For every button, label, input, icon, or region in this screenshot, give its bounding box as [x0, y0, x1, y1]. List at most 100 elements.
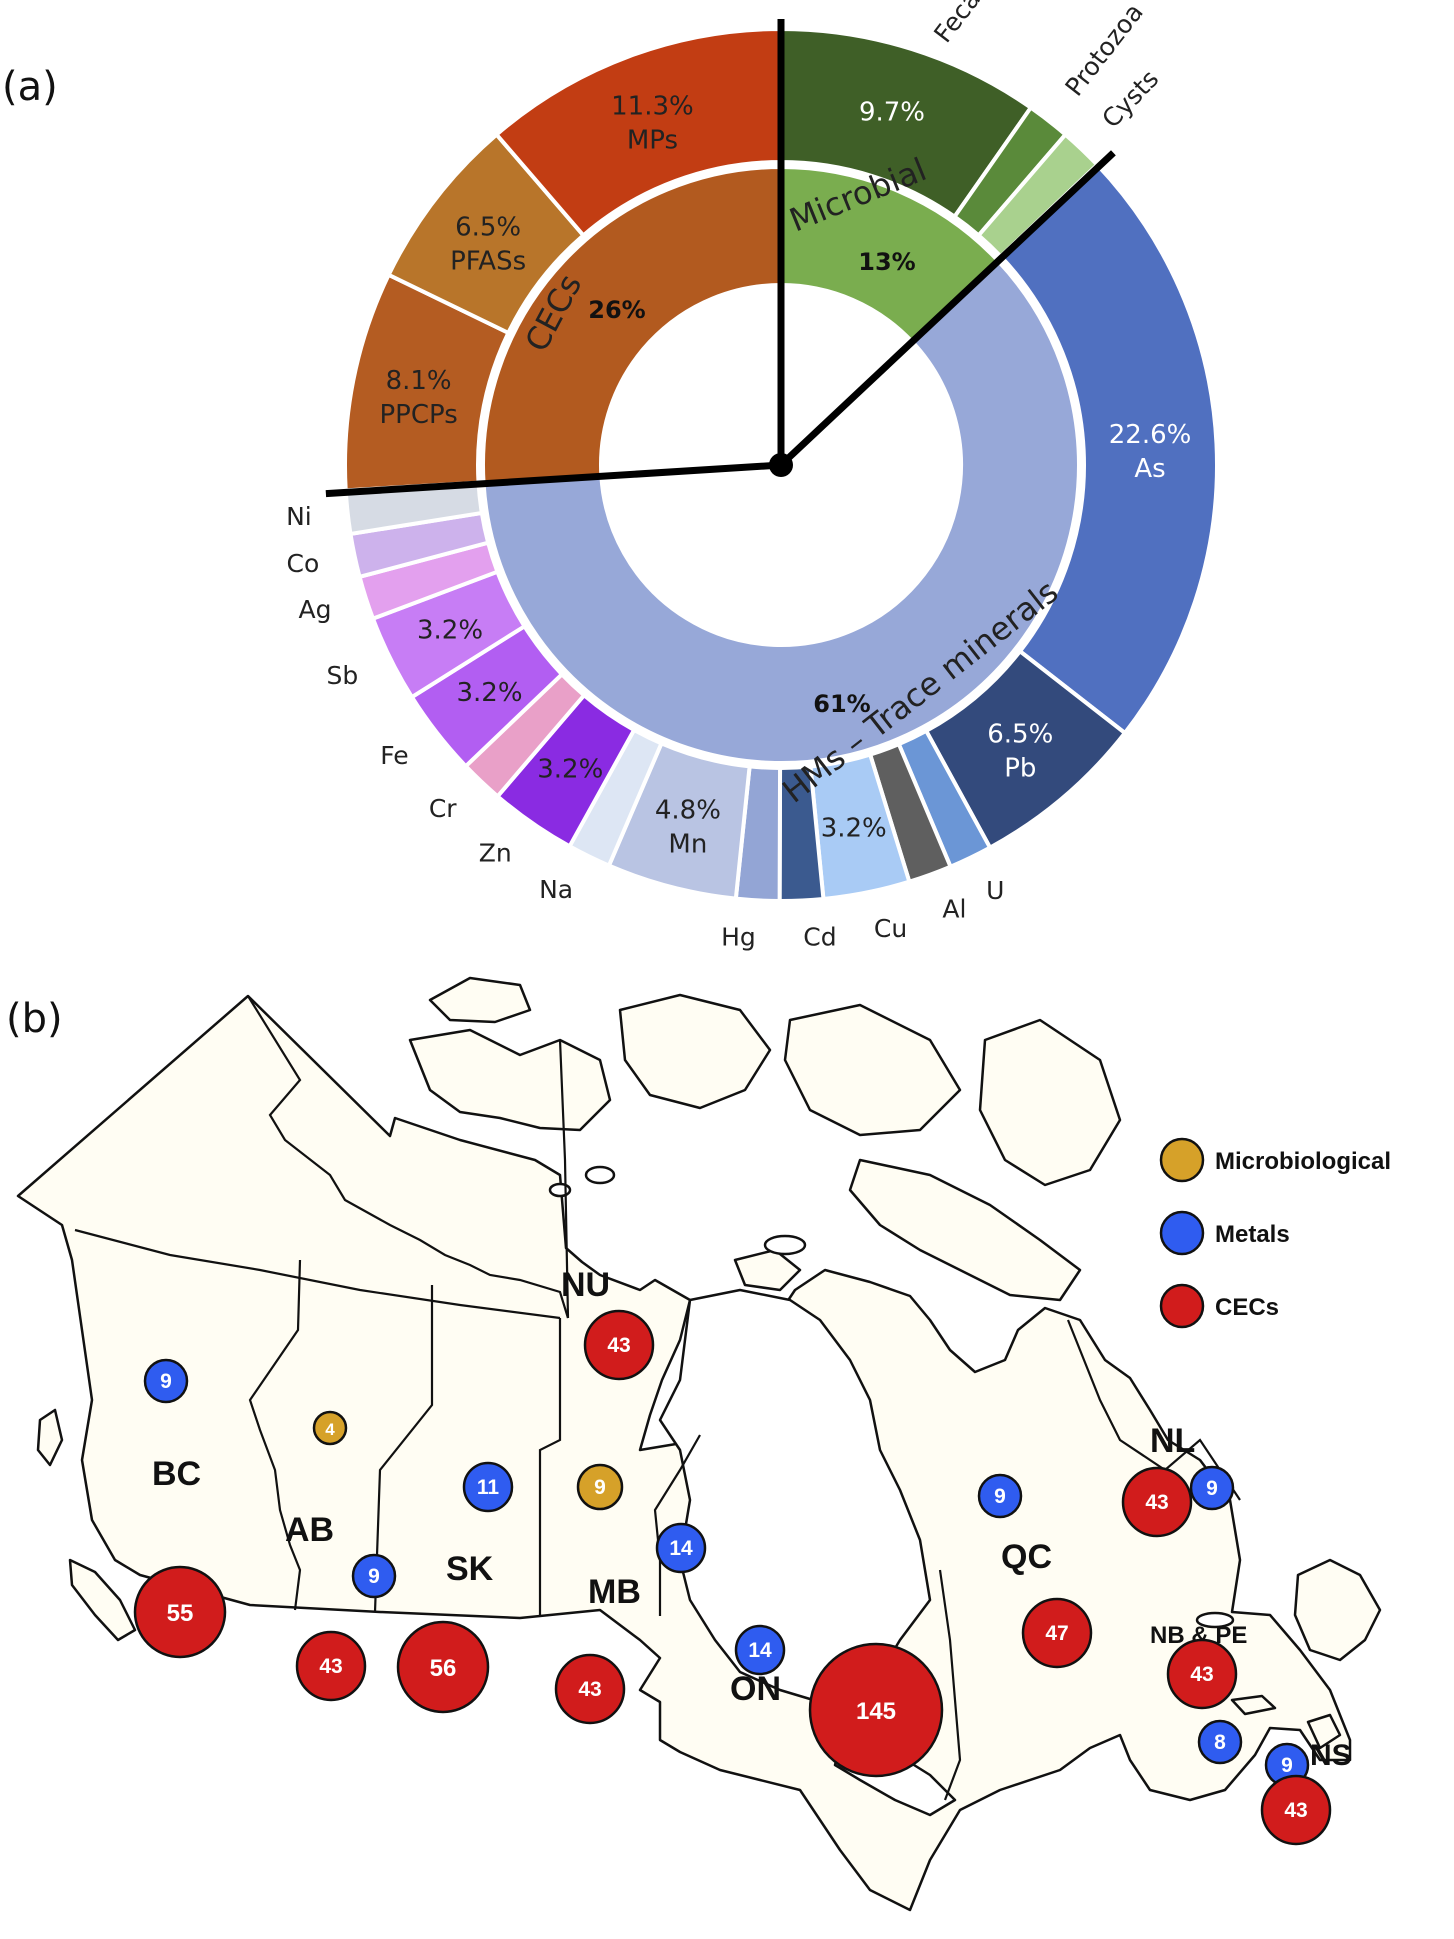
province-label-ab: AB	[285, 1511, 334, 1549]
outer-name-cd: Cd	[803, 922, 836, 951]
bubble-mb-metals	[655, 1522, 707, 1574]
bubble-value-ns-cecs: 43	[1284, 1799, 1307, 1822]
lake-1	[763, 1234, 807, 1256]
bubble-value-nl-cecs: 43	[1145, 1491, 1168, 1514]
bubble-ab-metals	[351, 1553, 397, 1599]
haida-gwaii	[36, 1408, 64, 1467]
bubble-ab-microbiological	[312, 1410, 348, 1446]
outer-slice-as	[997, 161, 1219, 736]
arctic-island-3	[783, 1003, 962, 1137]
outer-name-cysts: Cysts	[1096, 64, 1164, 133]
bubble-bc-cecs	[133, 1565, 227, 1659]
province-label-bc: BC	[152, 1455, 201, 1493]
arctic-island-1	[408, 1028, 612, 1132]
bubble-value-sk-metals: 11	[477, 1476, 500, 1499]
bubble-nl-cecs	[1121, 1466, 1193, 1538]
prince-edward-island	[1230, 1694, 1277, 1716]
inner-pct-cecs: 26%	[588, 296, 645, 324]
outer-name-pb: Pb	[1004, 754, 1036, 784]
panel-a-label: (a)	[2, 64, 58, 110]
bubble-value-nu-cecs: 43	[607, 1334, 630, 1357]
bubble-value-nb-pe-metals: 8	[1214, 1731, 1226, 1754]
province-label-nu: NU	[561, 1266, 610, 1304]
outer-pct-cu: 3.2%	[821, 813, 887, 843]
bubble-bc-metals	[143, 1358, 189, 1404]
outer-pct-fe: 3.2%	[457, 678, 523, 708]
outer-pct-pb: 6.5%	[987, 720, 1053, 750]
outer-name-al: Al	[942, 895, 966, 924]
sector-divider-2	[325, 461, 782, 498]
inner-slice-hms-trace-minerals	[481, 258, 1081, 765]
outer-name-zn: Zn	[479, 839, 512, 868]
bubble-nb-pe-cecs	[1166, 1638, 1238, 1710]
bubble-value-bc-cecs: 55	[167, 1600, 194, 1627]
panel-b: (b)	[6, 976, 1391, 1912]
legend-label-microbiological: Microbiological	[1215, 1148, 1391, 1175]
province-label-ns: NS	[1310, 1739, 1352, 1772]
legend: Microbiological Metals CECs	[1159, 1137, 1391, 1329]
inner-slice-cecs	[481, 164, 783, 486]
bubble-value-ab-microbiological: 4	[325, 1420, 335, 1439]
southampton-island	[733, 1248, 802, 1292]
bubble-value-mb-metals: 14	[669, 1537, 693, 1560]
legend-swatch-metals	[1159, 1210, 1205, 1256]
bubble-value-on-cecs: 145	[856, 1698, 896, 1725]
province-label-nl: NL	[1150, 1422, 1195, 1460]
outer-name-mn: Mn	[668, 830, 707, 860]
outer-name-co: Co	[287, 549, 320, 578]
bubble-value-nb-pe-cecs: 43	[1190, 1663, 1213, 1686]
bubble-value-bc-metals: 9	[160, 1370, 172, 1393]
outer-name-as: As	[1134, 454, 1165, 484]
legend-label-cecs: CECs	[1215, 1294, 1279, 1321]
border-mb-on	[653, 1434, 701, 1616]
province-label-on: ON	[730, 1670, 781, 1708]
outer-name-hg: Hg	[721, 922, 756, 951]
province-label-mb: MB	[588, 1573, 641, 1611]
sector-divider-1	[778, 150, 1116, 468]
bubble-nl-metals	[1189, 1465, 1235, 1511]
newfoundland	[1293, 1558, 1382, 1662]
inner-pct-hms-trace-minerals: 61%	[813, 690, 870, 718]
border-sk-mb	[538, 1318, 562, 1616]
vancouver-island	[68, 1558, 137, 1642]
arctic-island-5	[428, 976, 532, 1024]
outer-name-ppcps: PPCPs	[379, 400, 457, 430]
inner-pct-microbial: 13%	[858, 248, 915, 276]
outer-name-pfass: PFASs	[450, 247, 526, 277]
bubble-value-ab-cecs: 43	[319, 1655, 342, 1678]
legend-swatch-microbiological	[1159, 1137, 1205, 1183]
outer-name-ag: Ag	[298, 595, 331, 624]
bubble-ns-cecs	[1260, 1774, 1332, 1846]
bubble-value-qc-metals: 9	[994, 1485, 1006, 1508]
panel-b-label: (b)	[6, 996, 63, 1042]
outer-pct-mps: 11.3%	[611, 92, 694, 122]
outer-pct-pfass: 6.5%	[455, 213, 521, 243]
bubble-mb-cecs	[554, 1653, 626, 1725]
outer-pct-zn: 3.2%	[537, 755, 603, 785]
cape-breton	[1306, 1713, 1342, 1750]
bubble-sk-metals	[462, 1461, 514, 1513]
outer-pct-ppcps: 8.1%	[386, 366, 452, 396]
bubble-value-sk-cecs: 56	[430, 1655, 457, 1682]
bubble-value-mb-microbiological: 9	[594, 1476, 606, 1499]
province-label-sk: SK	[446, 1550, 494, 1588]
bubble-nu-cecs	[583, 1309, 655, 1381]
province-label-qc: QC	[1001, 1538, 1052, 1576]
border-yukon-nwt	[247, 995, 570, 1319]
bubble-qc-metals	[977, 1473, 1023, 1519]
outer-pct-fecal-bacteria: 9.7%	[859, 98, 925, 128]
great-bear-lake	[584, 1165, 616, 1185]
center-dot	[769, 453, 793, 477]
outer-name-ni: Ni	[286, 502, 312, 531]
bubble-value-ab-metals: 9	[368, 1565, 380, 1588]
bubble-on-metals	[734, 1624, 786, 1676]
bubble-ab-cecs	[295, 1630, 367, 1702]
bubble-value-ns-metals: 9	[1281, 1754, 1293, 1777]
province-labels: BC AB SK MB ON QC NL NB & PE NS NU	[152, 1266, 1352, 1772]
border-ab-sk	[373, 1285, 434, 1613]
outer-pct-sb: 3.2%	[417, 615, 483, 645]
outer-name-fe: Fe	[380, 741, 408, 770]
outer-name-cr: Cr	[429, 794, 457, 823]
